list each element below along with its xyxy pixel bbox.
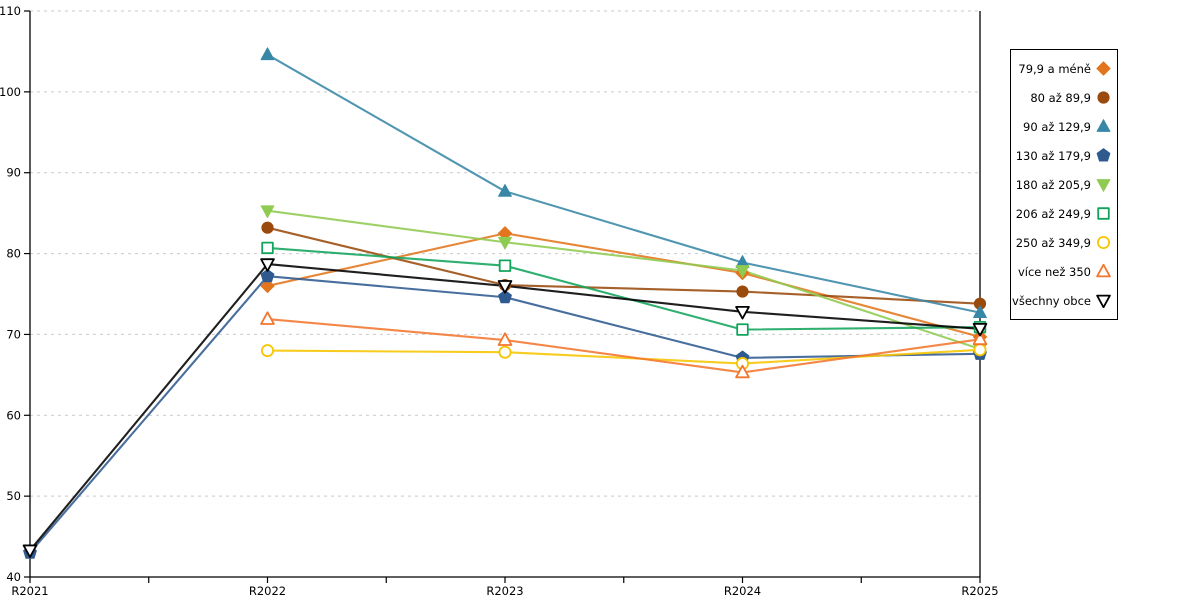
marker-triangle-down-series-9: [22, 544, 38, 559]
legend-marker-shape: [1096, 179, 1111, 192]
circle-marker-icon: [1097, 91, 1110, 104]
legend-label: 130 až 179,9: [1015, 148, 1091, 163]
pentagon-marker-icon: [1096, 148, 1111, 162]
marker-square-series-6: [261, 241, 274, 255]
legend-marker-shape: [1096, 61, 1111, 76]
legend-marker-shape: [1097, 91, 1110, 104]
legend-marker-shape: [1096, 148, 1111, 162]
marker-triangle-down-series-5: [260, 205, 275, 219]
square-marker-icon: [1097, 207, 1110, 220]
marker-square-series-6: [498, 259, 512, 272]
legend-item-8: více než 350: [1015, 264, 1111, 279]
diamond-marker-icon: [1096, 61, 1111, 76]
marker-circle-series-7: [260, 344, 274, 358]
x-tick-label: R2025: [961, 584, 998, 598]
legend-label: 206 až 249,9: [1015, 206, 1091, 221]
series-markers: [22, 47, 988, 559]
y-tick-label: 60: [6, 408, 21, 422]
legend-marker-shape: [1096, 264, 1111, 278]
y-tick-label: 80: [6, 247, 21, 261]
marker-triangle-up-series-8: [497, 332, 513, 346]
legend-item-3: 90 až 129,9: [1015, 119, 1111, 134]
marker-triangle-up-series-3: [260, 47, 275, 61]
marker-triangle-down-series-9: [972, 322, 988, 337]
marker-triangle-up-series-8: [972, 331, 988, 346]
legend-item-6: 206 až 249,9: [1015, 206, 1111, 221]
triangle-up-marker-icon: [1096, 264, 1111, 278]
marker-triangle-down-series-5: [498, 236, 512, 250]
marker-circle-series-2: [736, 285, 749, 298]
marker-diamond-series-1: [260, 278, 275, 294]
legend-marker-shape: [1097, 207, 1110, 220]
legend-item-7: 250 až 349,9: [1015, 235, 1111, 250]
marker-circle-series-7: [498, 345, 512, 359]
legend-item-9: všechny obce: [1012, 293, 1111, 308]
series-lines: [29, 53, 981, 554]
series-line-6: [267, 246, 981, 331]
legend-marker-shape: [1097, 236, 1110, 249]
legend-label: více než 350: [1017, 264, 1091, 279]
y-tick-label: 90: [6, 166, 21, 180]
y-tick-label: 110: [0, 4, 21, 18]
y-tick-label: 50: [6, 489, 21, 503]
legend: 79,9 a méně 80 až 89,9 90 až 129,9 130 až 1…: [1010, 49, 1118, 320]
legend-label: 80 až 89,9: [1030, 90, 1091, 105]
legend-item-1: 79,9 a méně: [1015, 61, 1111, 76]
marker-triangle-down-series-9: [735, 305, 750, 320]
marker-circle-series-7: [973, 343, 987, 357]
triangle-down-marker-icon: [1096, 294, 1111, 308]
x-tick-label: R2021: [11, 584, 48, 598]
x-tick-label: R2022: [249, 584, 286, 598]
x-tick-label: R2024: [724, 584, 761, 598]
marker-pentagon-series-4: [498, 289, 512, 304]
series-line-9: [29, 263, 981, 551]
legend-marker-shape: [1096, 294, 1111, 308]
series-line-3: [266, 53, 981, 314]
marker-triangle-down-series-9: [497, 280, 513, 294]
marker-triangle-up-series-8: [260, 311, 275, 325]
axes: 40 50 60 70 80 90 100 110 R2021 R2022 R2023 R2024 R2…: [0, 4, 999, 598]
marker-circle-series-2: [261, 221, 274, 234]
marker-triangle-up-series-3: [973, 305, 987, 318]
series-line-5: [267, 209, 981, 350]
circle-marker-icon: [1097, 236, 1110, 249]
legend-label: 180 až 205,9: [1015, 177, 1091, 192]
marker-triangle-down-series-9: [260, 258, 275, 272]
legend-item-4: 130 až 179,9: [1015, 148, 1111, 163]
y-tick-label: 100: [0, 85, 21, 99]
marker-triangle-up-series-8: [735, 364, 750, 379]
x-tick-label: R2023: [486, 584, 523, 598]
series-line-8: [267, 318, 981, 374]
legend-item-5: 180 až 205,9: [1015, 177, 1111, 192]
y-tick-label: 70: [6, 327, 21, 341]
triangle-up-marker-icon: [1096, 119, 1111, 132]
legend-marker-shape: [1096, 119, 1111, 132]
legend-label: 90 až 129,9: [1023, 119, 1091, 134]
legend-item-2: 80 až 89,9: [1015, 90, 1111, 105]
legend-label: 79,9 a méně: [1018, 61, 1091, 76]
marker-pentagon-series-4: [260, 268, 275, 283]
legend-label: 250 až 349,9: [1015, 235, 1091, 250]
triangle-down-marker-icon: [1096, 179, 1111, 192]
marker-triangle-up-series-3: [498, 184, 512, 197]
legend-label: všechny obce: [1012, 293, 1091, 308]
marker-triangle-down-series-5: [735, 265, 750, 278]
marker-square-series-6: [736, 323, 749, 336]
series-line-1: [267, 232, 981, 338]
y-tick-label: 40: [6, 570, 21, 584]
series-line-2: [267, 226, 981, 305]
gridlines: [30, 10, 980, 497]
